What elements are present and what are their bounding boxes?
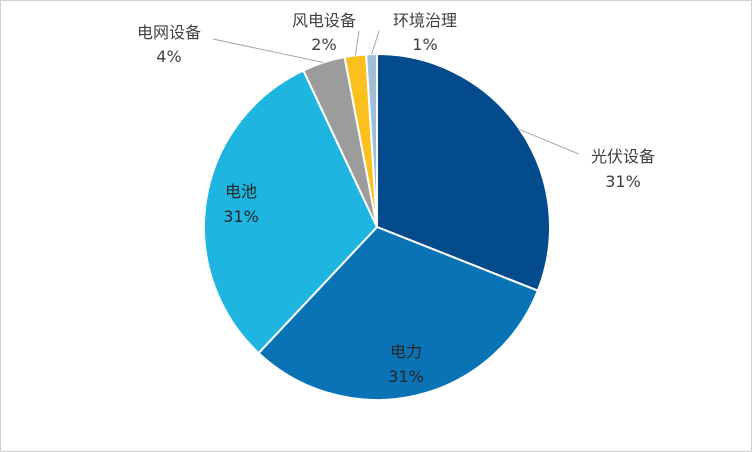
pie-slices — [202, 52, 551, 402]
slice-value-wind: 2% — [311, 35, 336, 54]
slice-value-grid: 4% — [156, 47, 181, 66]
slice-label-grid: 电网设备 — [137, 23, 201, 42]
slice-label-wind: 风电设备 — [292, 11, 356, 30]
slice-labels: 光伏设备 31% 电力 31% 电池 31% 电网设备 4% 风电设备 2% 环… — [137, 11, 655, 386]
slice-value-battery: 31% — [223, 207, 259, 226]
leader-line-pv — [519, 129, 580, 155]
leader-line-env — [371, 30, 380, 55]
slice-value-env: 1% — [412, 35, 437, 54]
pie-slice-pv — [376, 53, 551, 292]
leader-line-grid — [212, 38, 324, 63]
slice-label-pv: 光伏设备 — [591, 147, 655, 166]
slice-value-pv: 31% — [605, 172, 641, 191]
leader-line-wind — [354, 30, 360, 56]
slice-label-env: 环境治理 — [393, 11, 457, 30]
slice-value-power: 31% — [388, 367, 424, 386]
leader-lines — [212, 30, 580, 155]
pie-slice-power — [257, 226, 539, 402]
slice-label-power: 电力 — [390, 342, 422, 361]
pie-slice-battery — [202, 69, 378, 355]
slice-label-battery: 电池 — [225, 182, 257, 201]
